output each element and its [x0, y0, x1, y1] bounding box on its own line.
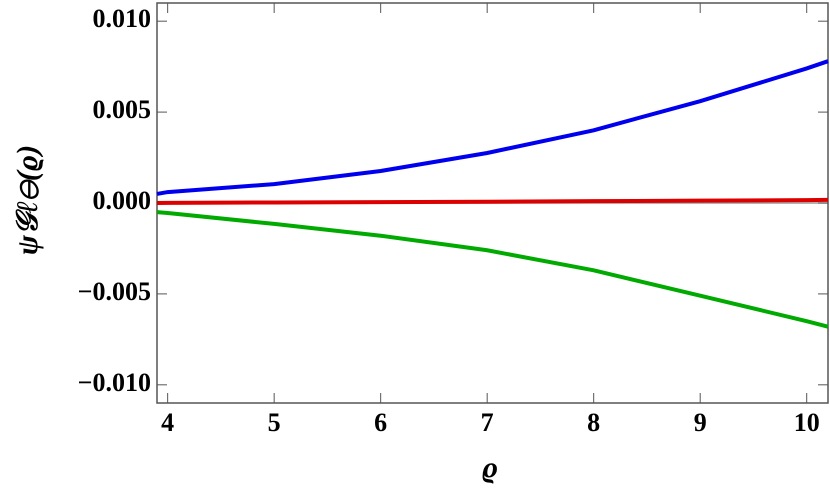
x-axis-title: ϱ: [482, 451, 498, 484]
x-tick-label: 7: [481, 408, 494, 437]
y-tick-label: 0.010: [93, 4, 152, 33]
x-tick-label: 8: [587, 408, 600, 437]
x-tick-label: 9: [694, 408, 707, 437]
series-line: [156, 59, 829, 196]
y-tick-label: −0.010: [78, 368, 151, 397]
x-tick-label: 6: [374, 408, 387, 437]
series-line: [156, 210, 829, 329]
x-tick-label: 10: [794, 408, 820, 437]
series-line: [156, 197, 829, 205]
y-tick-label: 0.000: [93, 186, 152, 215]
x-tick-label: 4: [161, 408, 174, 437]
y-axis-title: ψ𝒢ℓ⊖(ϱ): [11, 145, 44, 255]
y-tick-label: 0.005: [93, 95, 152, 124]
y-tick-label: −0.005: [78, 277, 151, 306]
x-tick-label: 5: [268, 408, 281, 437]
